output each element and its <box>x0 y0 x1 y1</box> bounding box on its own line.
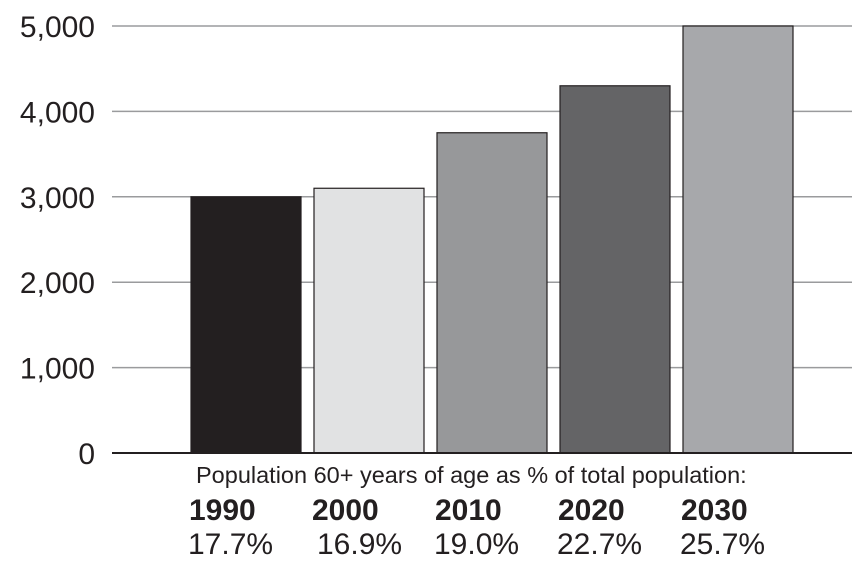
category-label: 2020 <box>558 494 625 527</box>
bar-2030 <box>682 25 794 454</box>
category-label: 1990 <box>189 494 256 527</box>
percent-label: 16.9% <box>317 528 403 561</box>
category-label: 2010 <box>435 494 502 527</box>
annotation-text: Population 60+ years of age as % of tota… <box>196 462 747 488</box>
percent-label: 22.7% <box>557 528 643 561</box>
y-tick-label: 0 <box>78 438 95 471</box>
y-tick-label: 1,000 <box>20 353 95 386</box>
bar-1990 <box>190 196 302 454</box>
y-tick-label: 2,000 <box>20 267 95 300</box>
category-label: 2000 <box>312 494 379 527</box>
y-tick-label: 5,000 <box>20 11 95 44</box>
percent-label: 17.7% <box>188 528 274 561</box>
percent-label: 25.7% <box>680 528 766 561</box>
bar-2000 <box>313 187 425 454</box>
y-tick-label: 3,000 <box>20 182 95 215</box>
y-axis-tick-labels: 0 1,000 2,000 3,000 4,000 5,000 <box>20 11 95 471</box>
bars <box>190 25 794 454</box>
y-tick-label: 4,000 <box>20 96 95 129</box>
bar-2010 <box>436 132 548 454</box>
bar-2020 <box>559 85 671 454</box>
category-label: 2030 <box>681 494 748 527</box>
percent-label: 19.0% <box>434 528 520 561</box>
